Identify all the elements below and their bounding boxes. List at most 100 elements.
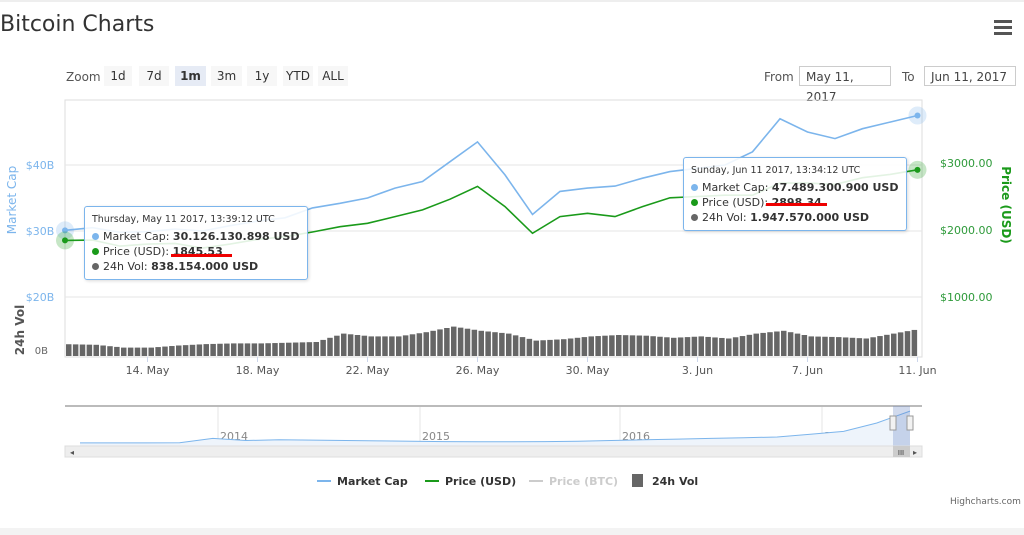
y-right-tick: $1000.00 (940, 291, 993, 304)
volume-bar (334, 335, 340, 356)
tooltip-market-cap: 47.489.300.900 USD (771, 181, 899, 194)
legend-item-24h-vol[interactable]: 24h Vol (632, 474, 698, 488)
volume-bar (574, 337, 581, 356)
y-right-tick: $3000.00 (940, 157, 993, 170)
volume-bar (664, 337, 670, 356)
volume-bar (430, 330, 436, 356)
volume-bar (72, 344, 79, 356)
legend-item-market-cap[interactable]: Market Cap (317, 475, 408, 488)
volume-bar (341, 333, 347, 356)
volume-bar (533, 340, 539, 356)
volume-bar (774, 331, 780, 356)
navigator-selected-range[interactable] (893, 406, 910, 446)
zoom-all-button[interactable]: ALL (318, 66, 348, 86)
zoom-label: Zoom (66, 70, 101, 84)
svg-text:Price (BTC): Price (BTC) (549, 475, 618, 488)
tooltip-label: Market Cap: (702, 181, 772, 194)
price-dot-icon (691, 199, 698, 206)
volume-bar (258, 343, 264, 356)
volume-bar (265, 343, 271, 356)
to-date-input[interactable]: Jun 11, 2017 (924, 66, 1016, 86)
scrollbar-thumb[interactable] (893, 446, 910, 457)
volume-bar (602, 335, 608, 356)
volume-bar (698, 336, 704, 356)
zoom-ytd-button[interactable]: YTD (283, 66, 313, 86)
volume-bar (231, 343, 237, 356)
svg-text:Price (USD): Price (USD) (445, 475, 516, 488)
highcharts-credit[interactable]: Highcharts.com (950, 497, 1021, 507)
volume-bar (684, 337, 691, 356)
volume-bar (561, 339, 567, 356)
volume-bar (787, 332, 794, 356)
volume-bar (224, 343, 230, 356)
volume-bar (794, 333, 801, 356)
volume-bar (464, 328, 471, 356)
volume-bar (320, 339, 326, 356)
volume-bar (856, 338, 863, 356)
volume-bar (581, 337, 588, 356)
bottom-divider (0, 528, 1024, 535)
volume-bar (842, 337, 849, 356)
volume-bar (884, 334, 890, 356)
volume-bar (244, 343, 251, 356)
navigator-handle-left[interactable] (889, 415, 897, 431)
volume-bar (595, 336, 601, 356)
zoom-1y-button[interactable]: 1y (247, 66, 277, 86)
volume-bar (712, 337, 718, 356)
volume-bar (114, 346, 120, 356)
legend: Market Cap Price (USD) Price (BTC) 24h V… (317, 474, 698, 488)
scroll-left-arrow-icon[interactable]: ◂ (70, 448, 74, 457)
volume-bar (629, 335, 636, 356)
volume-bar (478, 330, 484, 356)
y-right-axis-title: Price (USD) (999, 166, 1013, 244)
x-tick-label: 14. May (126, 364, 170, 377)
volume-bar (485, 331, 491, 356)
scroll-right-arrow-icon[interactable]: ▸ (913, 448, 917, 457)
scrollbar-track[interactable] (64, 445, 923, 458)
y-left-axis-title: Market Cap (5, 166, 19, 234)
highlight-underline (171, 254, 232, 257)
volume-bar (444, 328, 450, 356)
volume-bar (189, 344, 196, 356)
navigator-year-label: 2015 (422, 430, 450, 443)
volume-bar (609, 335, 615, 356)
tooltip-label: Price (USD): (103, 245, 173, 258)
volume-bar (375, 336, 381, 356)
volume-bar (286, 342, 292, 356)
tooltip-volume: 1.947.570.000 USD (750, 211, 870, 224)
x-tick-label: 11. Jun (898, 364, 936, 377)
y-right-tick: $2000.00 (940, 224, 993, 237)
navigator-area (80, 411, 910, 446)
zoom-3m-button[interactable]: 3m (211, 66, 242, 86)
volume-bar (540, 340, 546, 356)
volume-bar (836, 337, 842, 356)
zoom-1d-button[interactable]: 1d (104, 66, 132, 86)
volume-bar (451, 326, 457, 356)
volume-bar (409, 334, 416, 356)
volume-bar (107, 346, 113, 356)
tooltip-label: 24h Vol: (702, 211, 751, 224)
volume-bar (79, 344, 86, 356)
volume-bar (86, 344, 93, 356)
y-axis-left: $20B $30B $40B Market Cap (5, 159, 54, 304)
volume-bar (650, 336, 656, 356)
svg-text:24h Vol: 24h Vol (652, 475, 698, 488)
navigator[interactable]: 2014201520162017 ◂ III ▸ (64, 405, 923, 458)
tooltip-volume: 838.154.000 USD (151, 260, 259, 273)
volume-bar (279, 342, 285, 356)
volume-bar (519, 337, 526, 356)
hamburger-icon[interactable] (994, 20, 1012, 35)
svg-text:Market Cap: Market Cap (337, 475, 408, 488)
volume-bar (457, 327, 464, 356)
zoom-1m-button[interactable]: 1m (175, 66, 206, 86)
volume-bar (66, 344, 72, 356)
volume-bar (292, 342, 299, 356)
legend-item-price-usd[interactable]: Price (USD) (425, 475, 516, 488)
volume-bar (822, 336, 828, 356)
navigator-handle-right[interactable] (906, 415, 914, 431)
zoom-7d-button[interactable]: 7d (139, 66, 169, 86)
tooltip-label: Market Cap: (103, 230, 173, 243)
legend-item-price-btc[interactable]: Price (BTC) (529, 475, 618, 488)
volume-bar (306, 342, 313, 356)
volume-bar (904, 331, 911, 356)
